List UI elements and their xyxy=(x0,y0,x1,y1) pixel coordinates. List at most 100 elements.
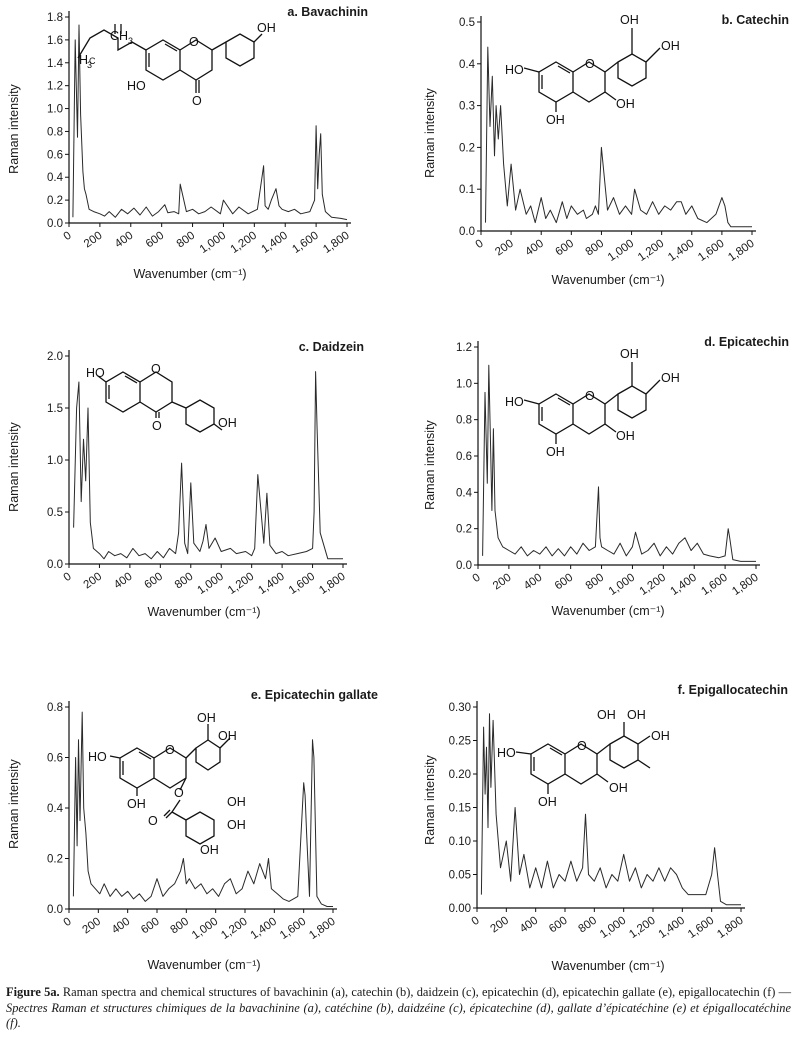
x-tick-label: 1,800 xyxy=(317,571,347,597)
x-tick-label: 0 xyxy=(62,230,74,244)
y-tick-label: 0.2 xyxy=(47,854,63,866)
y-tick-label: 0.0 xyxy=(47,904,63,916)
x-axis-label: Wavenumber (cm⁻¹) xyxy=(147,605,261,619)
x-tick-label: 1,000 xyxy=(607,572,637,598)
y-tick-label: 0.0 xyxy=(459,226,475,238)
y-tick-label: 0.10 xyxy=(449,836,471,848)
x-tick-label: 200 xyxy=(491,572,514,593)
x-tick-label: 800 xyxy=(584,238,607,259)
x-tick-label: 600 xyxy=(139,916,162,937)
x-tick-label: 200 xyxy=(488,915,511,936)
x-tick-label: 1,000 xyxy=(195,571,225,597)
y-tick-label: 1.6 xyxy=(47,35,63,47)
y-tick-label: 0.15 xyxy=(449,803,471,815)
y-tick-label: 0.25 xyxy=(449,736,471,748)
y-tick-label: 0.6 xyxy=(456,451,472,463)
chart-b: 0.0 0.1 0.2 0.3 0.4 0.5 0 200 400 600 800 1,000 1,20… xyxy=(459,16,757,264)
y-tick-label: 0.0 xyxy=(47,559,63,571)
x-tick-label: 600 xyxy=(144,230,167,251)
chart-title: b. Catechin xyxy=(721,13,789,27)
x-tick-label: 400 xyxy=(518,915,541,936)
x-tick-label: 1,800 xyxy=(726,238,756,264)
y-tick-label: 1.8 xyxy=(47,12,63,24)
x-axis-label: Wavenumber (cm⁻¹) xyxy=(147,958,261,972)
y-tick-label: 0.0 xyxy=(47,218,63,230)
y-tick-label: 0.8 xyxy=(456,415,472,427)
x-tick-label: 1,800 xyxy=(307,916,337,942)
x-tick-label: 0 xyxy=(470,915,482,929)
x-tick-label: 600 xyxy=(142,571,165,592)
figure-caption: Figure 5a. Raman spectra and chemical st… xyxy=(6,985,791,1032)
chart-title: a. Bavachinin xyxy=(287,5,368,19)
panel-e: 0.0 0.2 0.4 0.6 0.8 0 200 400 600 800 1,000 1,200 1,… xyxy=(0,680,398,1010)
x-tick-label: 800 xyxy=(168,916,191,937)
y-tick-label: 1.5 xyxy=(47,403,63,415)
y-tick-label: 1.2 xyxy=(47,81,63,93)
y-tick-label: 0.0 xyxy=(456,560,472,572)
chart-e: 0.00.20.40.60.80 200 400 600 8001,0001,2001,… xyxy=(47,701,338,942)
x-tick-label: 1,000 xyxy=(198,230,228,256)
x-tick-label: 1,200 xyxy=(226,571,256,597)
y-tick-label: 0.2 xyxy=(459,142,475,154)
y-tick-label: 0.30 xyxy=(449,702,471,714)
x-tick-label: 1,600 xyxy=(287,571,317,597)
y-axis-label: Raman intensity xyxy=(423,88,437,178)
x-tick-label: 1,400 xyxy=(256,571,286,597)
y-tick-label: 0.5 xyxy=(459,17,475,29)
chart-title: e. Epicatechin gallate xyxy=(250,688,378,702)
x-tick-label: 400 xyxy=(112,571,135,592)
x-tick-label: 200 xyxy=(80,916,103,937)
x-tick-label: 1,000 xyxy=(190,916,220,942)
y-tick-label: 0.2 xyxy=(47,195,63,207)
spectrum-line xyxy=(480,713,741,906)
x-tick-label: 1,800 xyxy=(715,915,745,941)
panel-c: 0.0 0.5 1.0 1.5 2.0 0 200 400 600 800 1,000 1,200 1,… xyxy=(0,330,398,660)
spectrum-line xyxy=(485,46,752,228)
x-tick-label: 1,600 xyxy=(696,238,726,264)
y-tick-label: 2.0 xyxy=(47,351,63,363)
x-tick-label: 800 xyxy=(175,230,198,251)
y-tick-label: 1.0 xyxy=(47,104,63,116)
x-tick-label: 400 xyxy=(113,230,136,251)
x-tick-label: 200 xyxy=(493,238,516,259)
panel-d: 0.0 0.2 0.4 0.6 0.8 1.0 1.2 0 200 400 600 800 1,000 1… xyxy=(398,330,796,660)
x-tick-label: 1,000 xyxy=(606,238,636,264)
x-axis-label: Wavenumber (cm⁻¹) xyxy=(551,604,665,618)
x-tick-label: 1,600 xyxy=(686,915,716,941)
chart-d: 0.00.20.40.60.81.01.20 200 400 600 800 1,000 1… xyxy=(456,341,761,598)
x-tick-label: 1,200 xyxy=(638,572,668,598)
y-tick-label: 0.8 xyxy=(47,126,63,138)
y-tick-label: 0.4 xyxy=(47,172,64,184)
x-tick-label: 0 xyxy=(62,571,74,585)
x-tick-label: 400 xyxy=(523,238,546,259)
chart-title: c. Daidzein xyxy=(298,340,364,354)
y-tick-label: 0.3 xyxy=(459,101,475,113)
y-tick-label: 0.5 xyxy=(47,507,63,519)
y-tick-label: 1.0 xyxy=(47,455,63,467)
y-tick-label: 0.6 xyxy=(47,753,63,765)
y-axis-label: Raman intensity xyxy=(423,420,437,510)
x-tick-label: 600 xyxy=(553,572,576,593)
y-tick-label: 0.4 xyxy=(47,803,64,815)
y-axis-label: Raman intensity xyxy=(7,84,21,174)
x-axis-label: Wavenumber (cm⁻¹) xyxy=(551,273,665,287)
caption-label: Figure 5a. xyxy=(6,985,60,999)
x-tick-label: 0 xyxy=(474,238,486,252)
y-tick-label: 1.0 xyxy=(456,378,472,390)
x-tick-label: 0 xyxy=(471,572,483,586)
x-tick-label: 400 xyxy=(110,916,133,937)
x-tick-label: 1,400 xyxy=(668,572,698,598)
panel-a: 0.0 0.2 0.4 0.6 0.8 1.0 1.2 1.4 1.6 1.8 0 200 400 600… xyxy=(0,0,398,330)
x-tick-label: 1,200 xyxy=(229,230,259,256)
y-tick-label: 0.2 xyxy=(456,524,472,536)
chart-a: 0.0 0.2 0.4 0.6 0.8 1.0 1.2 1.4 1.6 1.8 0 200 400 600… xyxy=(47,11,352,256)
chart-f: 0.00 0.05 0.10 0.15 0.20 0.25 0.30 0 200 400 600 80… xyxy=(449,701,746,941)
x-tick-label: 1,400 xyxy=(657,915,687,941)
chart-c: 0.00.51.01.52.00 200 400 600 800 1,000 1,200 1,… xyxy=(47,350,348,597)
x-tick-label: 0 xyxy=(62,916,74,930)
x-tick-label: 1,600 xyxy=(290,230,320,256)
x-tick-label: 1,400 xyxy=(259,230,289,256)
x-tick-label: 600 xyxy=(547,915,570,936)
caption-text-fr: Spectres Raman et structures chimiques d… xyxy=(6,1000,791,1031)
x-tick-label: 1,600 xyxy=(278,916,308,942)
